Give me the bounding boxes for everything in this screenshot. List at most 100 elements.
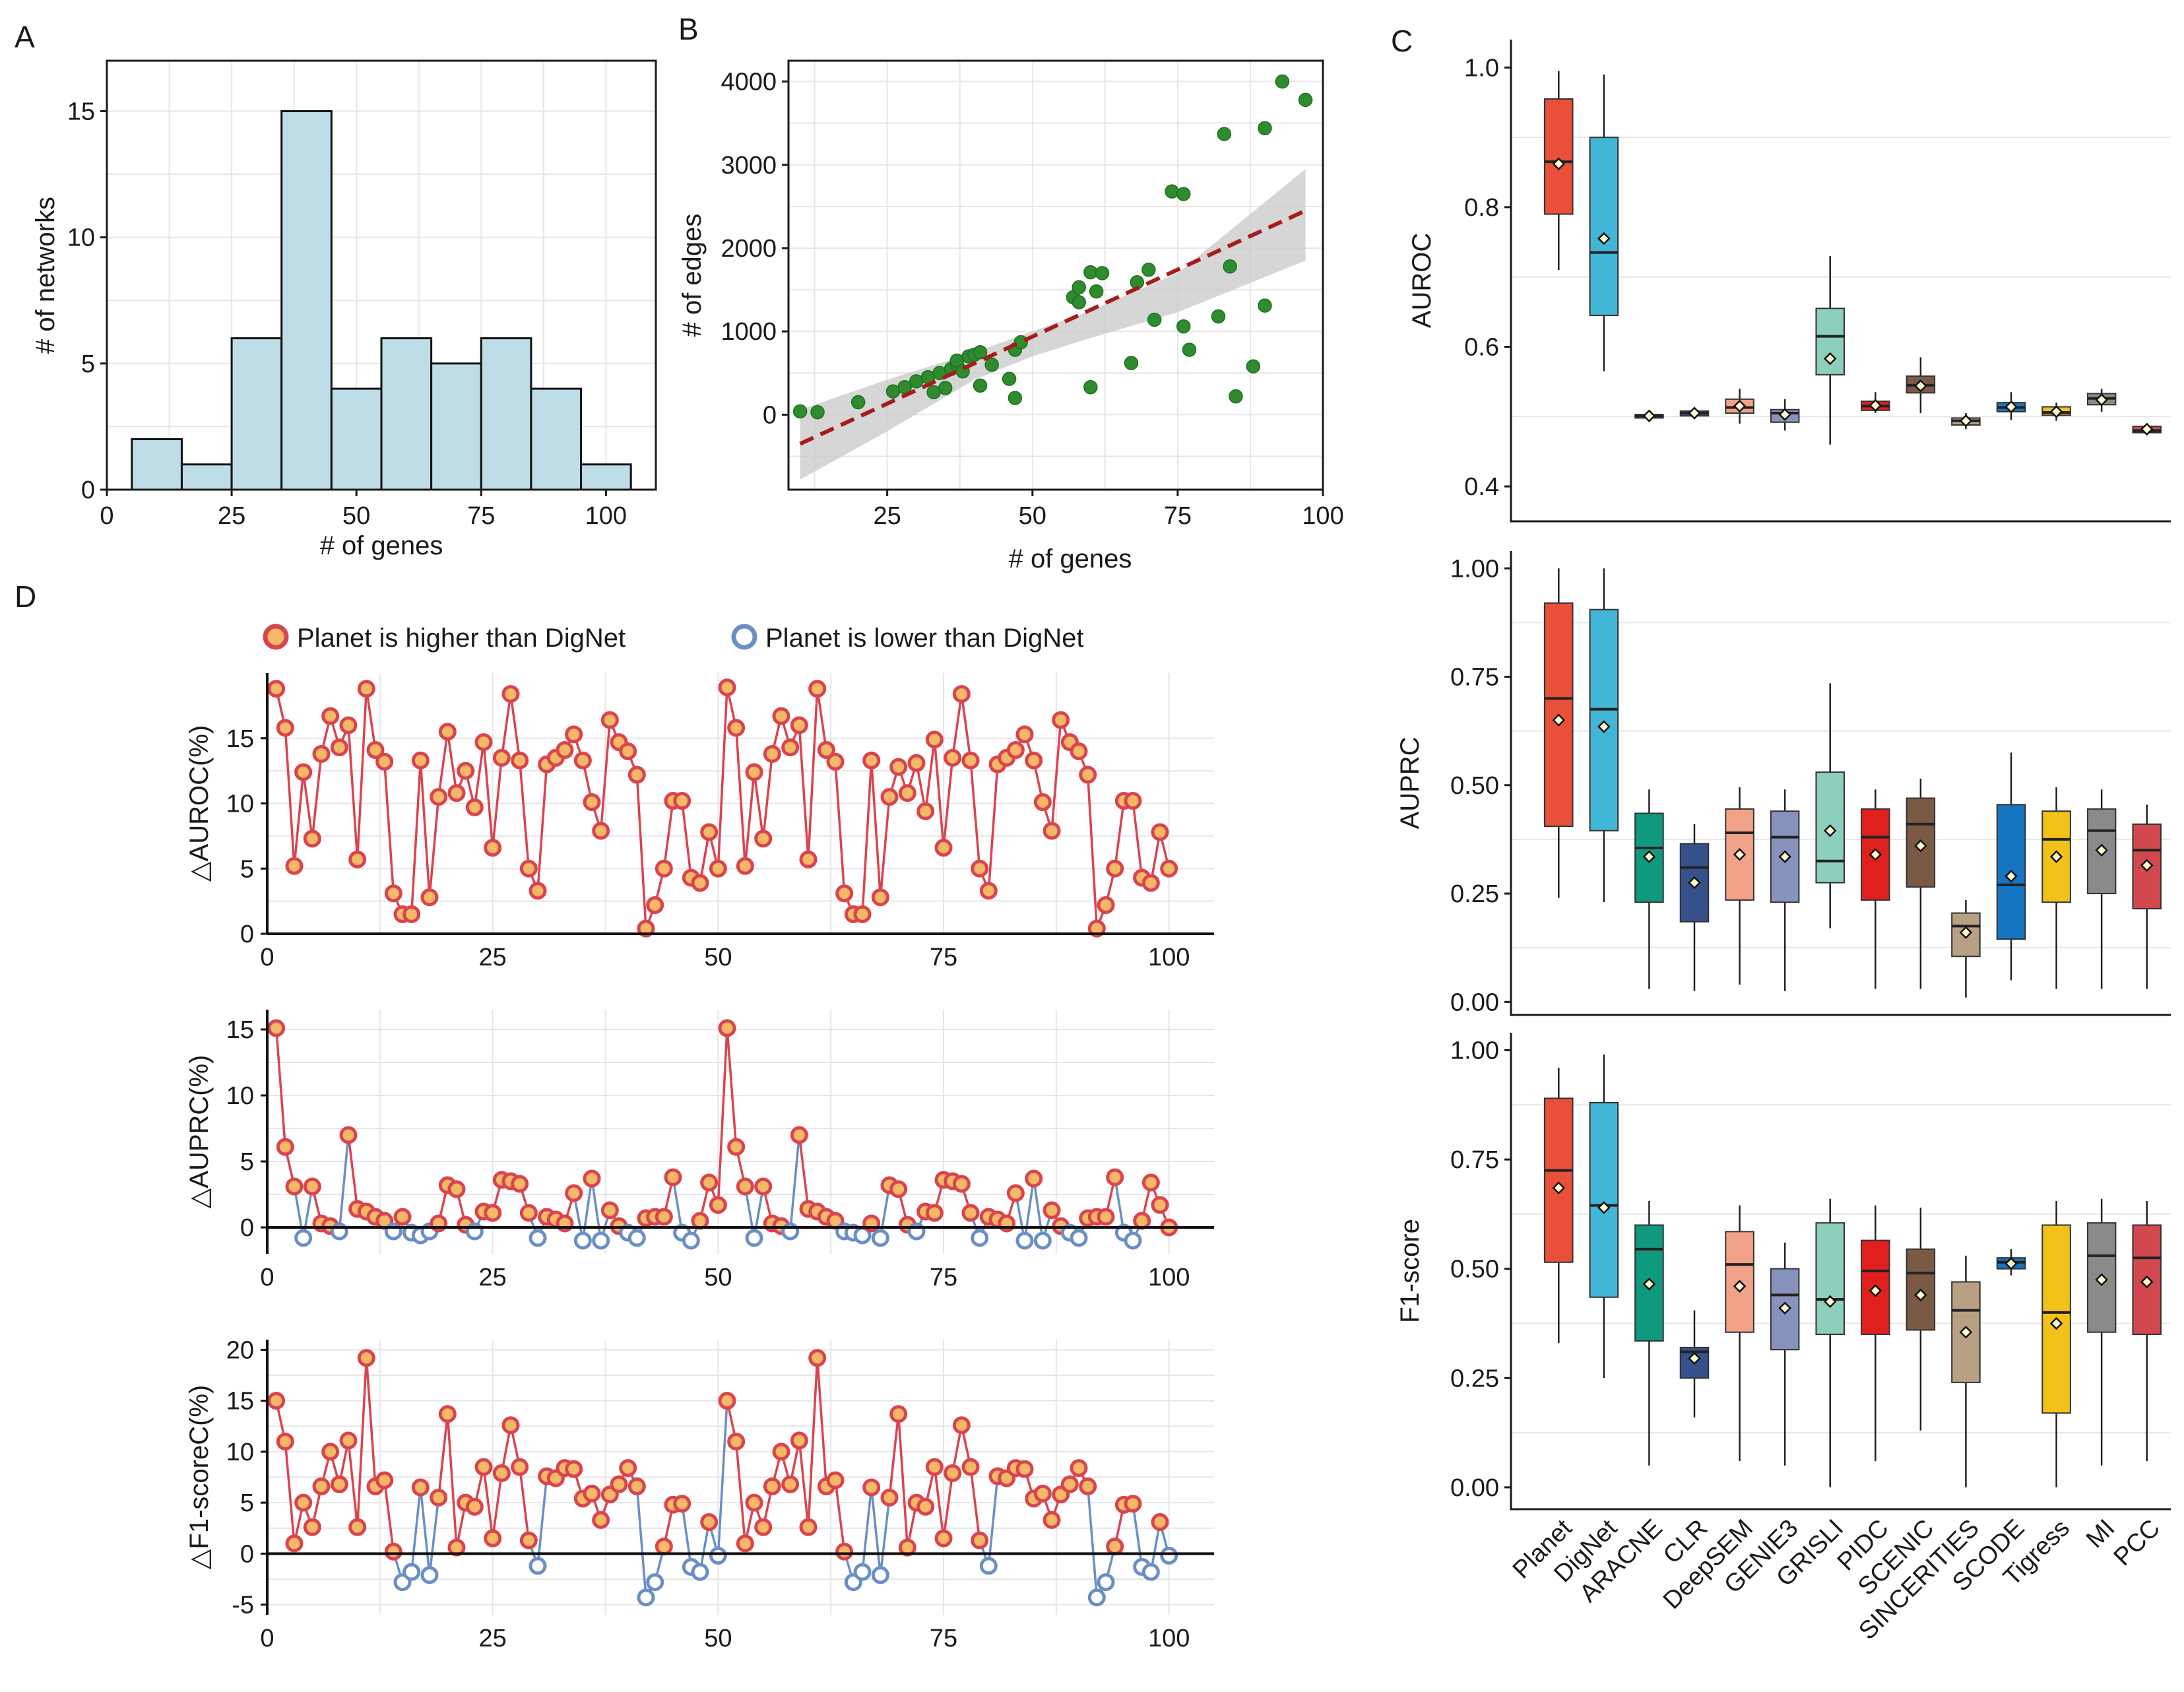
x-tick-label: 75 (930, 1264, 957, 1291)
series-segment (897, 1414, 909, 1548)
scatter-point (1298, 92, 1313, 108)
histogram-panel: 0 25 50 75 100 0 5 10 15 # of genes # of network… (31, 59, 657, 560)
box-mean-marker (2049, 405, 2063, 418)
y-tick-label: 5 (240, 855, 254, 883)
data-point (971, 1229, 989, 1247)
series-segment (726, 1027, 738, 1148)
data-point (366, 741, 385, 760)
data-point (1151, 1196, 1169, 1214)
data-point (447, 1180, 466, 1198)
data-point (285, 857, 304, 875)
data-point (312, 744, 331, 763)
auroc-boxplot: 0.4 0.6 0.8 1.0 AUROC (1407, 40, 2171, 523)
data-point (565, 725, 583, 744)
data-point (1033, 1484, 1052, 1503)
series-segment (1023, 1178, 1035, 1241)
box-mean-marker (1778, 1301, 1791, 1315)
box-body (1544, 602, 1574, 828)
f1-boxplot: 0.00 0.25 0.50 0.75 1.00 F1-score (1396, 1033, 2171, 1511)
series-segment (311, 754, 323, 839)
data-point (682, 1231, 700, 1250)
scatter-point (1229, 389, 1243, 404)
series-segment (635, 774, 647, 929)
y-tick-label: 5 (240, 1148, 254, 1176)
data-point (420, 888, 439, 907)
data-point (492, 1464, 511, 1482)
box-mean-marker (1914, 379, 1927, 393)
y-tick-label: 0.75 (1450, 664, 1499, 692)
data-point (627, 765, 646, 784)
data-point (790, 716, 808, 734)
series-segment (635, 1486, 647, 1598)
data-point (673, 1495, 691, 1513)
series-segment (951, 694, 963, 758)
data-point (979, 882, 998, 900)
box-mean-marker (2140, 1275, 2154, 1289)
data-point (465, 1497, 484, 1516)
series-segment (419, 1487, 431, 1575)
series-segment (347, 1134, 359, 1210)
data-point (799, 1518, 818, 1536)
y-axis-label: △AUPRC(%) (185, 1055, 214, 1209)
data-point (484, 1204, 502, 1222)
data-point (1124, 792, 1142, 810)
data-point (384, 1542, 402, 1561)
data-point (808, 680, 827, 698)
data-point (303, 830, 321, 848)
data-point (691, 874, 709, 892)
data-point (294, 1229, 313, 1247)
box-mean-marker (2140, 859, 2154, 872)
data-point (592, 1231, 610, 1250)
data-point (474, 733, 493, 752)
data-point (1151, 1513, 1169, 1531)
y-tick-label: 0.75 (1450, 1146, 1499, 1174)
box-mean-marker (1869, 848, 1882, 861)
data-point (1070, 1229, 1088, 1247)
data-point (772, 707, 790, 725)
data-point (1141, 1173, 1160, 1192)
data-point (925, 1204, 944, 1222)
data-point (718, 678, 736, 697)
scatter-point (938, 381, 953, 395)
data-point (944, 748, 962, 767)
data-point (600, 1201, 619, 1220)
box-mean-marker (1869, 399, 1882, 412)
scatter-x-label: # of genes (1009, 544, 1132, 573)
data-point (511, 1458, 529, 1476)
data-point (944, 1464, 962, 1482)
data-point (655, 1208, 673, 1226)
y-axis-label: △AUROC(%) (185, 725, 214, 882)
series-segment (879, 797, 891, 897)
auprc-boxplot: 0.00 0.25 0.50 0.75 1.00 AUPRC (1396, 551, 2171, 1016)
data-point (961, 1458, 980, 1476)
series-segment (798, 1134, 810, 1210)
data-point (438, 723, 457, 741)
x-tick-label: 25 (479, 1264, 507, 1291)
data-point (393, 1208, 412, 1226)
data-point (691, 1563, 709, 1581)
y-tick-label: 0.50 (1450, 1256, 1499, 1284)
box-mean-marker (2140, 422, 2154, 436)
data-point (565, 1184, 583, 1202)
series-segment (987, 764, 999, 891)
legend-higher-marker (263, 624, 289, 650)
histogram-bar (131, 438, 183, 491)
box-body (2086, 1222, 2117, 1333)
data-point (339, 716, 358, 734)
x-tick-label: 25 (479, 1625, 507, 1652)
data-point (763, 744, 781, 763)
series-segment (788, 1134, 801, 1232)
box-mean-marker (2095, 393, 2108, 407)
scatter-point (1275, 74, 1290, 89)
data-point (294, 1493, 313, 1512)
scatter-point (1246, 359, 1261, 374)
series-segment (798, 1440, 810, 1528)
series-segment (717, 687, 728, 869)
data-point (691, 1212, 709, 1230)
data-point (619, 1459, 637, 1478)
y-tick-label: 4000 (721, 69, 777, 96)
x-tick-label: 50 (1019, 502, 1046, 530)
series-segment (518, 1466, 530, 1541)
data-point (754, 830, 773, 848)
trend-line (799, 209, 1306, 446)
